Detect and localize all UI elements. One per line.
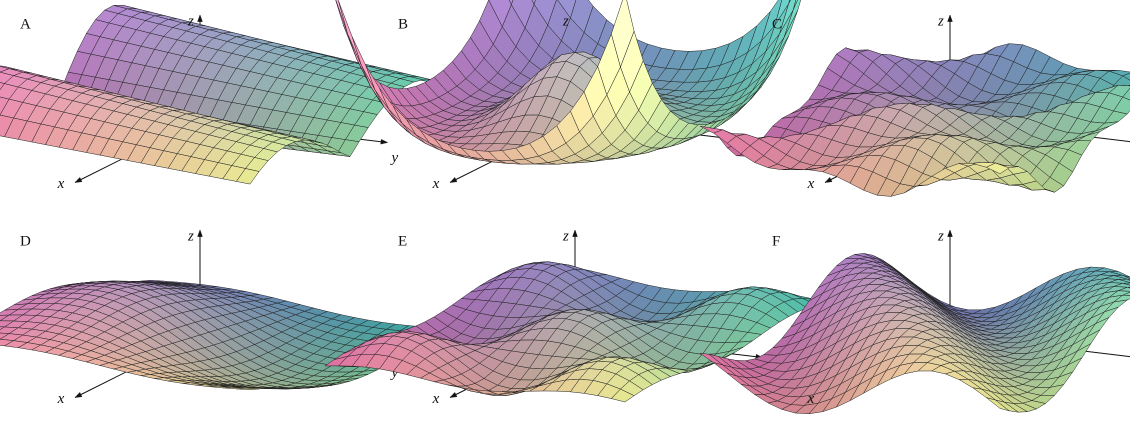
x-axis-label: x xyxy=(807,391,815,407)
x-axis-head xyxy=(74,392,83,398)
panel-label: C xyxy=(772,16,782,32)
surface-panel xyxy=(0,229,451,398)
z-axis-label: z xyxy=(562,228,569,244)
x-axis-label: x xyxy=(432,391,440,407)
x-axis-head xyxy=(449,392,458,398)
y-axis-head xyxy=(380,139,388,145)
x-axis-label: x xyxy=(57,176,65,192)
z-axis-head xyxy=(947,14,953,22)
panel-label: D xyxy=(20,233,31,249)
surface-cell xyxy=(986,162,1010,175)
surface-panel xyxy=(699,229,1130,415)
x-axis-head xyxy=(74,177,83,183)
surface-cell xyxy=(1122,72,1130,81)
surface-cell xyxy=(236,168,260,185)
panel-label: F xyxy=(772,233,780,249)
surface-cell xyxy=(1122,291,1130,296)
surface-panel xyxy=(0,4,451,185)
surface-cell xyxy=(611,388,635,403)
z-axis-label: z xyxy=(187,13,194,29)
z-axis-label: z xyxy=(937,228,944,244)
z-axis-label: z xyxy=(187,228,194,244)
z-axis-label: z xyxy=(937,13,944,29)
z-axis-label: z xyxy=(562,13,569,29)
panel-label: A xyxy=(20,16,31,32)
y-axis-label: y xyxy=(390,150,399,166)
x-axis-label: x xyxy=(432,176,440,192)
x-axis-label: x xyxy=(57,391,65,407)
x-axis-label: x xyxy=(807,176,815,192)
surface-cell xyxy=(611,0,635,68)
z-axis-head xyxy=(572,229,578,237)
surface-panel xyxy=(324,229,826,403)
surface-cell xyxy=(1122,87,1130,101)
z-axis-head xyxy=(197,14,203,22)
panel-label: E xyxy=(398,233,407,249)
surface-cell xyxy=(986,397,1010,412)
surface-cell xyxy=(1117,287,1130,292)
x-axis-head xyxy=(449,177,458,183)
surface-panel xyxy=(699,14,1130,197)
surface-cell xyxy=(0,66,10,73)
panel-label: B xyxy=(398,16,408,32)
z-axis-head xyxy=(947,229,953,237)
surface-cell xyxy=(0,96,10,116)
surface-cell xyxy=(338,0,362,66)
surface-cell xyxy=(236,387,260,391)
x-axis-head xyxy=(824,177,833,183)
z-axis-head xyxy=(197,229,203,237)
surface-panel xyxy=(335,0,801,183)
y-axis-label: y xyxy=(390,365,399,381)
